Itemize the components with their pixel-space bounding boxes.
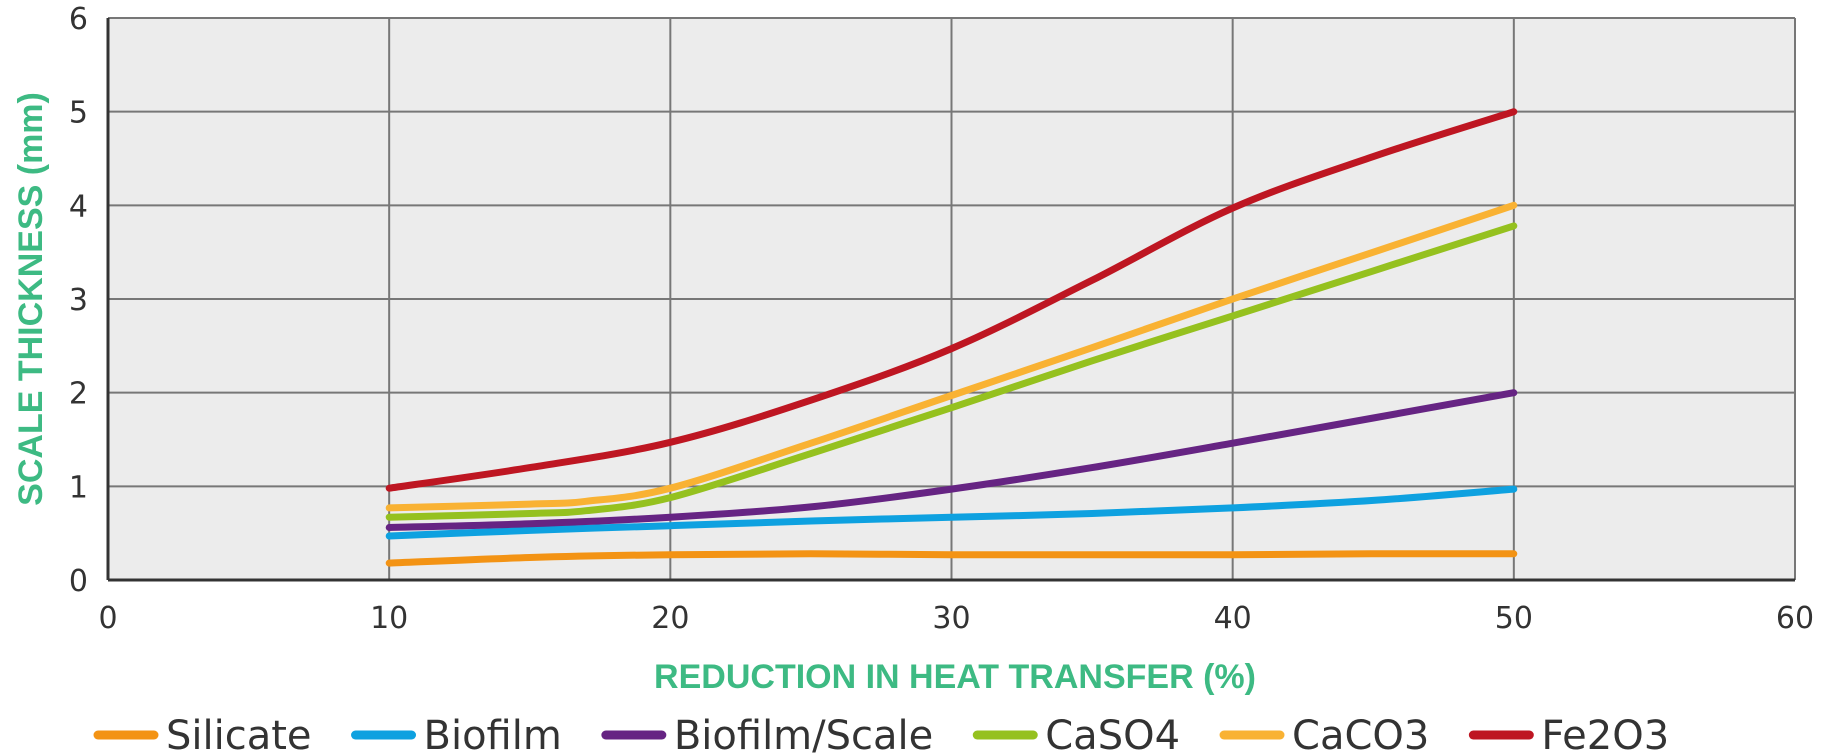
series-lines xyxy=(385,108,1518,567)
series-line-biofilm xyxy=(385,485,1518,540)
y-tick-label: 6 xyxy=(69,2,88,37)
y-tick-label: 3 xyxy=(69,283,88,318)
legend-label-biofilm-scale: Biofilm/Scale xyxy=(674,713,933,756)
y-tick-label: 5 xyxy=(69,96,88,131)
series-line-caso4 xyxy=(385,222,1518,521)
x-tick-labels: 0 10 20 30 40 50 60 xyxy=(98,601,1814,636)
x-tick-label: 50 xyxy=(1495,601,1533,636)
legend-label-biofilm: Biofilm xyxy=(424,713,562,756)
series-line-silicate xyxy=(385,550,1518,567)
y-axis-title: SCALE THICKNESS (mm) xyxy=(12,92,50,506)
x-tick-label: 30 xyxy=(932,601,970,636)
legend-label-caso4: CaSO4 xyxy=(1045,713,1180,756)
x-tick-label: 60 xyxy=(1776,601,1814,636)
y-tick-label: 0 xyxy=(69,564,88,599)
x-axis-title: REDUCTION IN HEAT TRANSFER (%) xyxy=(654,658,1256,696)
y-tick-label: 2 xyxy=(69,377,88,412)
legend: Silicate Biofilm Biofilm/Scale CaSO4 CaCO3 Fe… xyxy=(93,713,1669,756)
series-line-caco3 xyxy=(385,201,1518,512)
series-line-fe2o3 xyxy=(385,108,1518,492)
y-tick-label: 4 xyxy=(69,189,88,224)
x-tick-label: 10 xyxy=(370,601,408,636)
legend-label-silicate: Silicate xyxy=(166,713,312,756)
x-tick-label: 40 xyxy=(1214,601,1252,636)
legend-label-caco3: CaCO3 xyxy=(1292,713,1429,756)
y-tick-label: 1 xyxy=(69,470,88,505)
x-tick-label: 20 xyxy=(651,601,689,636)
series-line-biofilm-scale xyxy=(385,389,1518,531)
y-tick-labels: 0 1 2 3 4 5 6 xyxy=(69,2,88,599)
axes xyxy=(106,18,1795,582)
x-tick-label: 0 xyxy=(98,601,117,636)
legend-label-fe2o3: Fe2O3 xyxy=(1541,713,1669,756)
